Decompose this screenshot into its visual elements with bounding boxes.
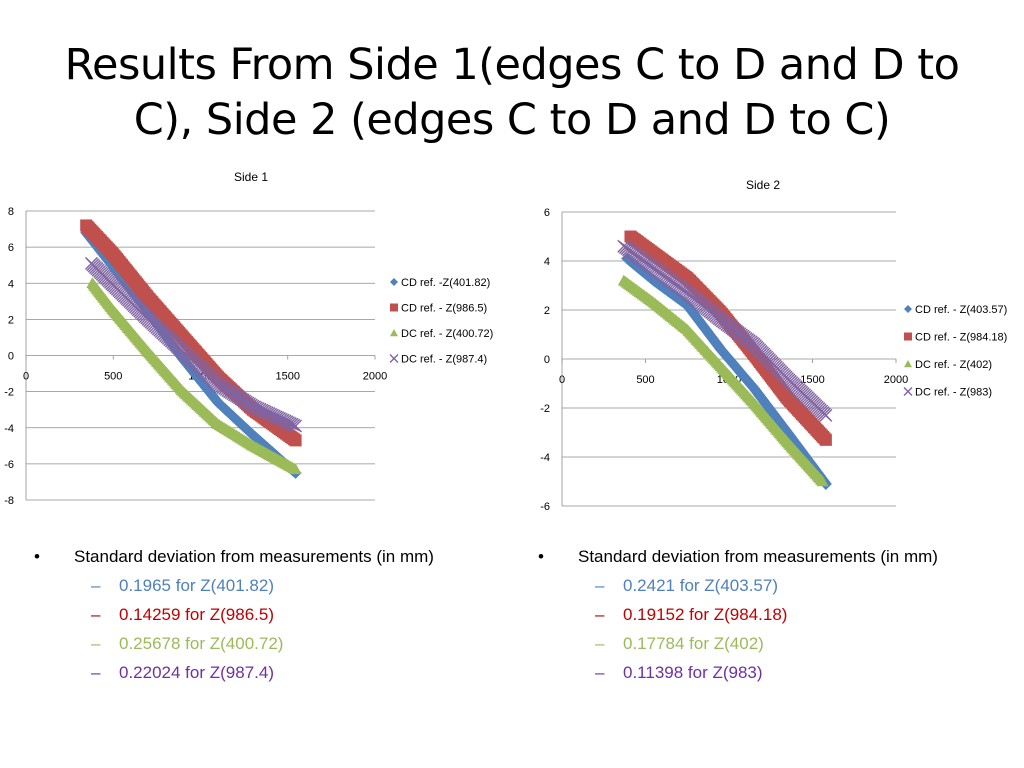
y-tick-label: 2: [544, 305, 550, 317]
dash-icon: –: [91, 634, 101, 653]
y-tick-label: -2: [540, 403, 550, 415]
bullet-icon: •: [34, 547, 40, 566]
y-tick-label: 0: [544, 354, 550, 366]
dash-icon: –: [91, 605, 101, 624]
stat-item: – 0.11398 for Z(983): [538, 658, 1008, 687]
x-tick-label: 500: [636, 374, 654, 386]
stat-value: 0.25678 for Z(400.72): [119, 634, 284, 653]
x-tick-label: 0: [559, 374, 565, 386]
stats-heading-row: • Standard deviation from measurements (…: [34, 542, 504, 571]
x-tick-label: 500: [104, 371, 122, 383]
stat-value: 0.1965 for Z(401.82): [119, 576, 274, 595]
stat-value: 0.2421 for Z(403.57): [623, 576, 778, 595]
data-series: [86, 277, 302, 475]
y-tick-label: -2: [4, 387, 14, 399]
stat-value: 0.14259 for Z(986.5): [119, 605, 274, 624]
marker-stroke: [389, 354, 399, 363]
legend-label: CD ref. - Z(403.57): [915, 304, 1007, 316]
stat-value: 0.17784 for Z(402): [623, 634, 764, 653]
dash-icon: –: [91, 663, 101, 682]
legend-label: CD ref. - Z(986.5): [401, 303, 487, 315]
marker-stroke: [289, 419, 303, 433]
legend-label: DC ref. - Z(987.4): [401, 354, 487, 366]
legend-marker: [389, 354, 399, 363]
y-tick-label: 2: [8, 314, 14, 326]
stat-item: – 0.22024 for Z(987.4): [34, 658, 504, 687]
dash-icon: –: [595, 605, 605, 624]
x-tick-label: 1500: [800, 374, 824, 386]
marker-stroke: [903, 387, 913, 396]
legend-label: DC ref. - Z(400.72): [401, 328, 493, 340]
x-tick-label: 0: [23, 371, 29, 383]
stat-item: – 0.2421 for Z(403.57): [538, 571, 1008, 600]
data-point: [816, 475, 829, 487]
data-series: [624, 230, 832, 446]
stat-value: 0.22024 for Z(987.4): [119, 663, 274, 682]
stats-heading: Standard deviation from measurements (in…: [578, 547, 938, 566]
y-tick-label: 8: [8, 206, 14, 218]
legend-marker: [903, 387, 913, 396]
x-tick-label: 1500: [276, 371, 300, 383]
marker-stroke: [819, 408, 833, 422]
legend-label: CD ref. - Z(984.18): [915, 332, 1007, 344]
y-tick-label: 4: [8, 278, 14, 290]
chart-title: Side 2: [746, 178, 780, 192]
dash-icon: –: [595, 576, 605, 595]
y-tick-label: -4: [540, 452, 550, 464]
y-tick-label: 6: [544, 207, 550, 219]
data-point: [289, 434, 302, 447]
stat-item: – 0.25678 for Z(400.72): [34, 629, 504, 658]
data-point: [819, 433, 832, 446]
stat-item: – 0.14259 for Z(986.5): [34, 600, 504, 629]
y-tick-label: 4: [544, 256, 550, 268]
dash-icon: –: [91, 576, 101, 595]
stats-side-1: • Standard deviation from measurements (…: [34, 542, 504, 687]
legend-marker: [390, 329, 398, 337]
data-series: [84, 256, 303, 433]
y-tick-label: -6: [4, 459, 14, 471]
slide-title: Results From Side 1(edges C to D and D t…: [40, 38, 984, 148]
stats-heading: Standard deviation from measurements (in…: [74, 547, 434, 566]
y-tick-label: 0: [8, 351, 14, 363]
slide-title-line-1: Results From Side 1(edges C to D and D t…: [64, 40, 960, 90]
legend-label: DC ref. - Z(402): [915, 359, 992, 371]
chart-title: Side 1: [234, 170, 268, 184]
x-tick-label: 2000: [884, 374, 908, 386]
data-series: [617, 239, 833, 422]
legend-marker: [904, 305, 912, 313]
legend-marker: [390, 278, 398, 286]
stat-item: – 0.19152 for Z(984.18): [538, 600, 1008, 629]
stat-item: – 0.17784 for Z(402): [538, 629, 1008, 658]
x-tick-label: 2000: [363, 371, 387, 383]
data-point: [819, 408, 833, 422]
stats-heading-row: • Standard deviation from measurements (…: [538, 542, 1008, 571]
y-tick-label: -4: [4, 423, 14, 435]
data-point: [289, 463, 302, 475]
legend-label: CD ref. -Z(401.82): [401, 277, 490, 289]
slide-title-line-2: C), Side 2 (edges C to D and D to C): [133, 95, 891, 145]
data-series: [617, 274, 829, 487]
stats-side-2: • Standard deviation from measurements (…: [538, 542, 1008, 687]
bullet-icon: •: [538, 547, 544, 566]
stat-item: – 0.1965 for Z(401.82): [34, 571, 504, 600]
stat-value: 0.11398 for Z(983): [623, 663, 763, 682]
legend-marker: [390, 303, 398, 312]
data-point: [289, 419, 303, 433]
stat-value: 0.19152 for Z(984.18): [623, 605, 788, 624]
legend-label: DC ref. - Z(983): [915, 387, 992, 399]
legend-marker: [904, 332, 912, 341]
dash-icon: –: [595, 663, 605, 682]
dash-icon: –: [595, 634, 605, 653]
legend-marker: [904, 360, 912, 368]
y-tick-label: -8: [4, 495, 14, 507]
y-tick-label: 6: [8, 242, 14, 254]
y-tick-label: -6: [540, 501, 550, 513]
